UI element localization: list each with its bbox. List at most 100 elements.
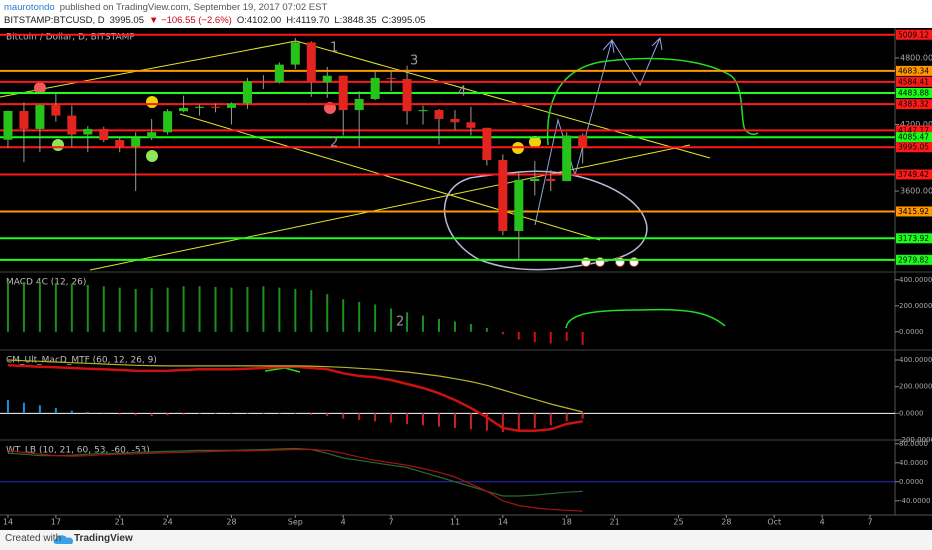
level-label: 4383.32 bbox=[898, 100, 929, 109]
wave-label: 4 bbox=[458, 85, 466, 100]
pane-title: WT_LB (10, 21, 60, 53, -60, -53) bbox=[6, 446, 150, 456]
symbol: BITSTAMP:BTCUSD, D bbox=[4, 15, 105, 26]
histogram-bar bbox=[70, 283, 73, 332]
candle-body bbox=[434, 110, 444, 119]
candle-body bbox=[211, 106, 220, 108]
level-label: 4483.88 bbox=[898, 89, 929, 98]
histogram-bar bbox=[22, 281, 25, 332]
histogram-bar bbox=[54, 408, 57, 414]
pane-title: MACD 4C (12, 26) bbox=[6, 278, 86, 288]
candle-body bbox=[322, 75, 332, 83]
x-tick-label: 24 bbox=[163, 518, 173, 527]
histogram-bar bbox=[102, 286, 105, 332]
x-tick-label: 28 bbox=[721, 518, 731, 527]
x-tick-label: 7 bbox=[867, 518, 872, 527]
candle-body bbox=[35, 105, 45, 129]
level-label-bg bbox=[896, 254, 932, 265]
level-label-bg bbox=[896, 29, 932, 40]
level-label: 4584.41 bbox=[898, 77, 929, 86]
histogram-bar bbox=[549, 413, 552, 426]
change: ▼ −106.55 (−2.6%) bbox=[148, 15, 232, 26]
candle-body bbox=[498, 159, 508, 231]
histogram-bar bbox=[358, 413, 361, 420]
histogram-bar bbox=[422, 315, 425, 332]
histogram-bar bbox=[166, 287, 169, 332]
x-tick-label: 4 bbox=[341, 518, 346, 527]
histogram-bar bbox=[182, 286, 185, 332]
histogram-bar bbox=[6, 400, 9, 414]
histogram-bar bbox=[581, 413, 584, 419]
histogram-bar bbox=[246, 413, 249, 414]
histogram-bar bbox=[262, 286, 265, 332]
candle-body bbox=[115, 140, 125, 147]
histogram-bar bbox=[374, 304, 377, 332]
x-tick-label: 7 bbox=[389, 518, 394, 527]
histogram-bar bbox=[86, 285, 89, 332]
x-tick-label: 17 bbox=[51, 518, 61, 527]
candle-body bbox=[338, 75, 348, 111]
histogram-bar bbox=[406, 312, 409, 332]
candle-body bbox=[83, 128, 93, 135]
histogram-bar bbox=[453, 413, 456, 428]
candle-body bbox=[99, 128, 109, 141]
histogram-bar bbox=[342, 299, 345, 332]
hand-drawn-curve bbox=[565, 308, 726, 329]
histogram-bar bbox=[390, 413, 393, 423]
y-tick-label: -200.0000 bbox=[899, 436, 932, 444]
pane-title: CM_Ult_MacD_MTF (60, 12, 26, 9) bbox=[6, 356, 157, 366]
indicator-line bbox=[7, 359, 583, 413]
histogram-bar bbox=[326, 294, 329, 332]
histogram-bar bbox=[485, 413, 488, 431]
candle-body bbox=[466, 122, 476, 128]
hand-drawn-circle bbox=[443, 170, 648, 271]
histogram-bar bbox=[517, 331, 520, 340]
y-tick-label: 400.0000 bbox=[899, 356, 932, 364]
candle-body bbox=[131, 137, 141, 147]
x-tick-label: 25 bbox=[673, 518, 683, 527]
candle-body bbox=[370, 77, 380, 99]
header-line: maurotondo published on TradingView.com, … bbox=[4, 2, 332, 13]
level-label-bg bbox=[896, 99, 932, 110]
histogram-bar bbox=[86, 412, 89, 414]
candle-body bbox=[306, 42, 316, 83]
histogram-bar bbox=[6, 282, 9, 332]
candle-body bbox=[514, 179, 524, 231]
histogram-bar bbox=[501, 331, 504, 335]
y-tick-label: 400.0000 bbox=[899, 276, 932, 284]
histogram-bar bbox=[485, 327, 488, 332]
histogram-bar bbox=[422, 413, 425, 426]
footer-text: Created with bbox=[5, 533, 62, 544]
hand-drawn-curve bbox=[546, 57, 759, 146]
candle-body bbox=[578, 135, 588, 148]
histogram-bar bbox=[150, 413, 153, 416]
histogram-bar bbox=[469, 324, 472, 332]
x-tick-label: Oct bbox=[767, 518, 781, 527]
x-tick-label: Sep bbox=[288, 518, 303, 527]
candle-body bbox=[274, 64, 284, 83]
candle-body bbox=[51, 105, 61, 116]
histogram-bar bbox=[54, 283, 57, 332]
histogram-bar bbox=[406, 413, 409, 424]
candle-body bbox=[562, 135, 572, 182]
level-label-bg bbox=[896, 88, 932, 99]
candle-body bbox=[530, 178, 540, 182]
histogram-bar bbox=[134, 288, 137, 332]
candle-body bbox=[179, 107, 189, 112]
histogram-bar bbox=[565, 331, 568, 341]
level-label: 4147.17 bbox=[898, 126, 929, 135]
histogram-bar bbox=[198, 413, 201, 414]
level-label-bg bbox=[896, 76, 932, 87]
trend-line bbox=[89, 144, 691, 271]
candle-body bbox=[258, 81, 268, 83]
indicator-line bbox=[7, 364, 583, 432]
histogram-bar bbox=[166, 413, 169, 416]
histogram-bar bbox=[214, 413, 217, 414]
marker-dot bbox=[146, 150, 158, 162]
candle-body bbox=[67, 115, 77, 135]
histogram-bar bbox=[358, 301, 361, 332]
marker-dot bbox=[146, 96, 158, 108]
histogram-bar bbox=[182, 413, 185, 415]
x-tick-label: 21 bbox=[610, 518, 620, 527]
histogram-bar bbox=[278, 413, 281, 414]
